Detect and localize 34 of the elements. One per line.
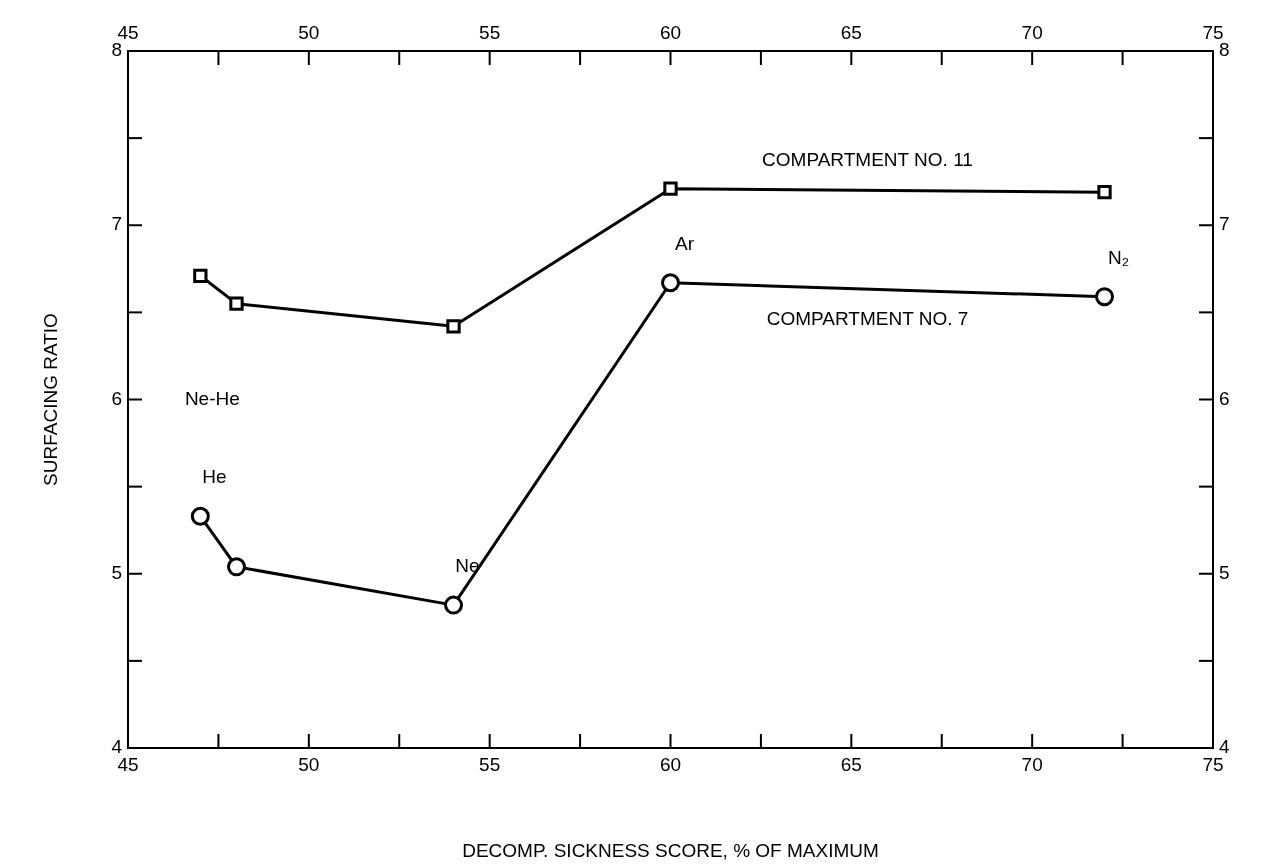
y-tick-label: 5	[111, 561, 122, 583]
y-tick-label: 6	[111, 387, 122, 409]
point	[229, 296, 244, 311]
point	[190, 506, 210, 526]
x-tick-label: 65	[840, 753, 862, 775]
annotation: Ne-He	[184, 387, 240, 409]
y-axis-title: SURFACING RATIO	[39, 313, 61, 486]
point	[663, 181, 678, 196]
series-label: COMPARTMENT NO. 11	[762, 148, 973, 170]
x-tick-label: 50	[298, 753, 320, 775]
series-label: COMPARTMENT NO. 7	[766, 307, 969, 329]
annotation: He	[202, 466, 227, 488]
x2-tick-label: 55	[479, 21, 501, 43]
x2-tick-label: 50	[298, 21, 320, 43]
y2-tick-label: 6	[1219, 387, 1230, 409]
y2-tick-label: 7	[1219, 213, 1230, 235]
point	[446, 319, 461, 334]
point	[444, 595, 463, 615]
point	[1095, 287, 1114, 307]
x-tick-label: 55	[479, 753, 501, 775]
point	[661, 273, 680, 293]
point	[227, 557, 246, 577]
y-tick-label: 7	[111, 213, 122, 235]
point	[193, 268, 208, 283]
annotation: N₂	[1107, 246, 1130, 268]
x-tick-label: 70	[1021, 753, 1043, 775]
x2-tick-label: 70	[1021, 21, 1043, 43]
point	[1097, 184, 1112, 200]
annotation: Ar	[675, 232, 695, 254]
x-tick-label: 60	[659, 753, 682, 775]
y2-tick-label: 5	[1219, 561, 1230, 583]
x2-tick-label: 60	[659, 21, 682, 43]
x2-tick-label: 65	[840, 21, 862, 43]
x-axis-title: DECOMP. SICKNESS SCORE, % OF MAXIMUM	[462, 839, 879, 861]
